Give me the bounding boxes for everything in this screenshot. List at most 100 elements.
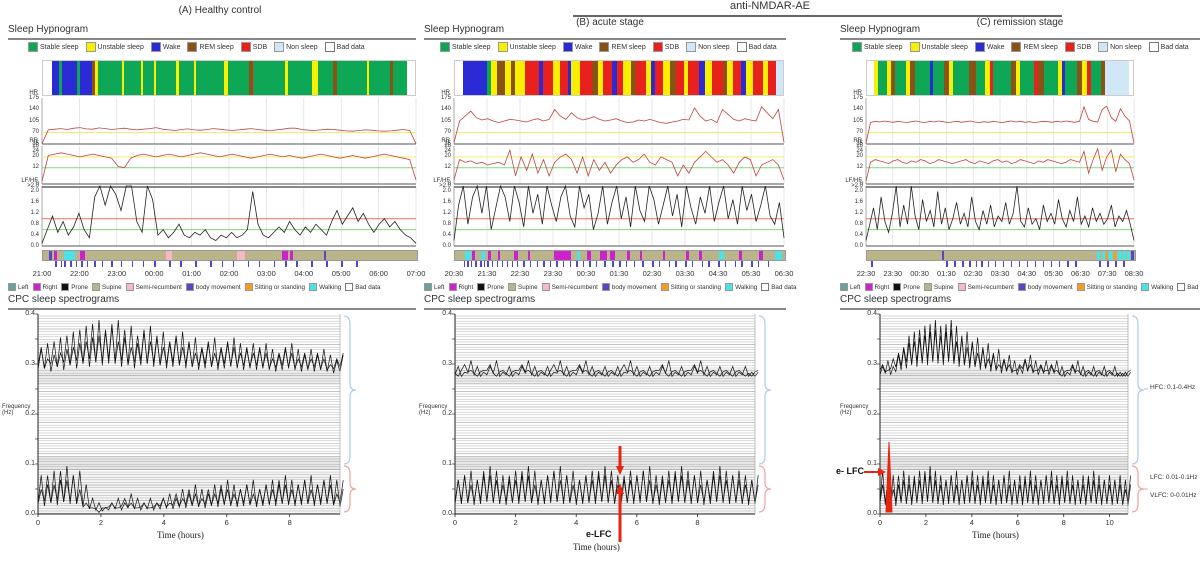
- movement-tick: [987, 261, 990, 267]
- lfhf-plot-tick: 0.0: [30, 242, 39, 249]
- spectrogram: Frequency (Hz) 0.4 0.3 0.2 0.1 0.0 0 2 4 6 8 10 Time…: [836, 310, 1198, 540]
- rr-plot-tick: 12: [856, 164, 863, 171]
- legend-swatch: [761, 283, 770, 291]
- hypnogram-segment: [915, 61, 931, 95]
- cpc-section-label: CPC sleep spectrograms: [424, 294, 536, 305]
- position-legend-item: Walking: [309, 283, 341, 291]
- legend-label: Walking: [319, 283, 342, 291]
- time-axis-label: 06:30: [774, 269, 794, 278]
- hypnogram-segment: [567, 61, 571, 95]
- movement-tick: [180, 261, 182, 267]
- hypnogram-segment: [515, 61, 526, 95]
- legend-label: Bad data: [748, 43, 777, 51]
- hypnogram-segment: [284, 61, 288, 95]
- hypnogram-segment: [407, 61, 415, 95]
- hypnogram-segment: [510, 61, 516, 95]
- position-event: [1126, 251, 1131, 260]
- movement-tick: [506, 261, 509, 267]
- lfhf-plot-tick: 0.8: [442, 220, 451, 227]
- band-range-label: LFC: 0.01-0.1Hz: [1150, 474, 1198, 481]
- position-event: [166, 251, 173, 260]
- position-event: [497, 251, 500, 260]
- time-axis-label: 05:30: [1044, 269, 1063, 278]
- rr-plot-tick: 0: [859, 180, 863, 187]
- spectrogram: Frequency (Hz) 0.4 0.3 0.2 0.1 0.0 0 2 4 6 8 Time (…: [419, 310, 772, 552]
- freq-tick: 0.4: [25, 310, 35, 317]
- hr-plot: HR 175 140 105 70 35: [853, 90, 1135, 147]
- legend-label: Sitting or standing: [1086, 283, 1138, 291]
- movement-tick: [1067, 261, 1069, 267]
- legend-swatch: [893, 283, 902, 291]
- lfhf-plot-tick: 1.6: [30, 198, 39, 205]
- lfhf-plot-tick: 0.8: [30, 220, 39, 227]
- movement-tick: [1026, 261, 1029, 267]
- position-event: [514, 251, 518, 260]
- movement-tick: [1107, 261, 1109, 267]
- legend-swatch: [660, 283, 669, 291]
- legend-swatch: [448, 283, 457, 291]
- movement-tick: [619, 261, 621, 267]
- legend-swatch: [601, 283, 610, 291]
- hypnogram-segment: [612, 61, 617, 95]
- movement-tick: [1002, 261, 1005, 267]
- movement-tick: [154, 261, 156, 267]
- rr-plot-tick: 24: [444, 147, 451, 154]
- spect-x-tick: 2: [513, 518, 518, 527]
- panel-a-title: (A) Healthy control: [178, 5, 262, 16]
- hypnogram-segment: [762, 61, 769, 95]
- time-axis-name: Time (hours): [972, 530, 1019, 540]
- cpc-section-label: CPC sleep spectrograms: [8, 294, 120, 305]
- position-legend-item: Bad data: [761, 283, 796, 291]
- movement-tick: [1042, 261, 1045, 267]
- movement-tick: [120, 261, 123, 267]
- position-legend-item: Semi-recumbent: [125, 283, 182, 291]
- lfhf-plot-tick: 2.0: [854, 187, 863, 194]
- movement-tick: [962, 261, 964, 267]
- position-legend-item: Supine: [92, 283, 122, 291]
- time-axis-label: 06:30: [1071, 269, 1090, 278]
- lfhf-plot-tick: 1.6: [854, 198, 863, 205]
- legend-swatch: [1098, 42, 1109, 52]
- legend-swatch: [85, 42, 96, 52]
- legend-swatch: [686, 42, 697, 52]
- lfhf-plot-tick: 0.4: [854, 231, 863, 238]
- hypnogram-segment: [393, 61, 408, 95]
- position-event: [471, 251, 476, 260]
- lfhf-plot-tick: 2.0: [442, 187, 451, 194]
- hypnogram-segment: [654, 61, 664, 95]
- movement-tick: [1123, 261, 1125, 267]
- lfhf-plot: LF/HF >2.0 2.0 1.6 1.2 0.8 0.4 0.0: [433, 178, 785, 249]
- sleep-legend-item: Wake: [150, 42, 180, 52]
- legend-label: SDB: [664, 43, 680, 51]
- position-event: [686, 251, 689, 260]
- spect-x-tick: 0: [877, 518, 883, 527]
- time-axis-label: 00:30: [910, 269, 929, 278]
- position-event: [758, 251, 763, 260]
- hypnogram-segment: [462, 61, 488, 95]
- sleep-legend-item: Unstable sleep: [497, 42, 556, 52]
- position-event: [63, 251, 75, 260]
- position-legend-item: Prone: [477, 283, 504, 291]
- legend-label: Supine: [518, 283, 538, 291]
- position-event: [1101, 251, 1105, 260]
- hypnogram-segment: [1064, 61, 1077, 95]
- hypnogram-segment: [670, 61, 676, 95]
- position-event: [1108, 251, 1113, 260]
- cpc-section-underline: [424, 308, 786, 310]
- legend-swatch: [562, 42, 573, 52]
- legend-label: Prone: [903, 283, 921, 291]
- hypnogram-segment: [878, 61, 888, 95]
- sleep-legend-item: Stable sleep: [28, 42, 79, 52]
- movement-tick: [523, 261, 525, 267]
- time-axis-label: 03:30: [675, 269, 695, 278]
- movement-tick: [475, 261, 477, 267]
- position-event: [719, 251, 724, 260]
- hypnogram-segment: [140, 61, 143, 95]
- position-event: [464, 251, 472, 260]
- legend-label: Walking: [1151, 283, 1174, 291]
- legend-label: Supine: [102, 283, 122, 291]
- hypnogram-segment: [909, 61, 916, 95]
- position-event: [1097, 251, 1101, 260]
- hypnogram-segment: [975, 61, 985, 95]
- lfhf-plot-tick: 0.4: [30, 231, 39, 238]
